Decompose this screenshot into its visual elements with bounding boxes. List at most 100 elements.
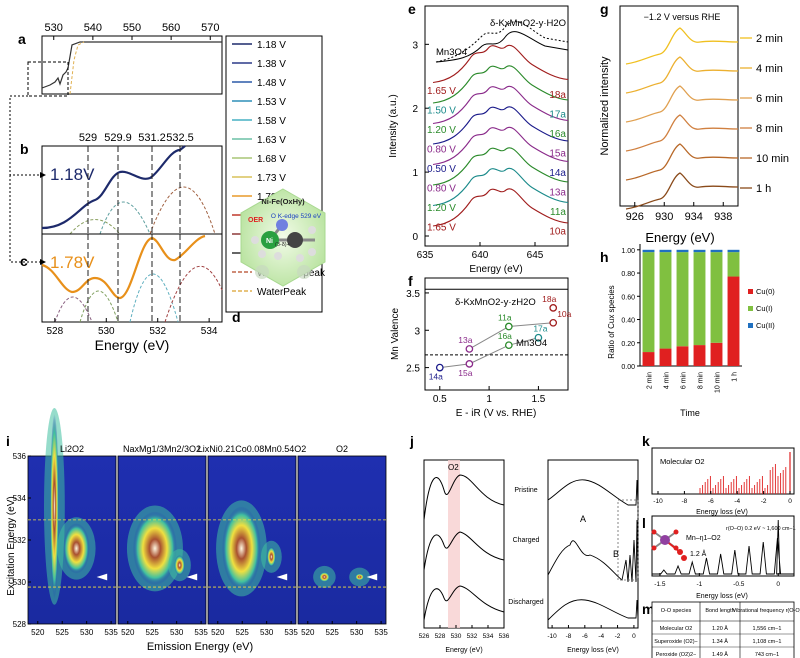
panel-l-molecule: [651, 529, 687, 561]
tick-label: -4: [734, 498, 740, 505]
panel-a-arrow-b: [40, 172, 46, 178]
heatmap-hotspot: [63, 523, 90, 574]
bar-segment: [710, 249, 723, 253]
panel-j-band-label: O2: [448, 463, 459, 472]
tick-label: 930: [655, 211, 673, 223]
panel-f-frame: [424, 277, 569, 391]
panel-g-ylabel: Normalized intensity: [599, 56, 611, 156]
legend-label: 4 min: [756, 63, 783, 75]
bar-segment: [693, 249, 706, 253]
series-label: 0.50 V: [427, 164, 456, 175]
panel-b-label: 1.18V: [50, 165, 95, 184]
spectrum-curve: [625, 172, 739, 210]
data-label: 18a: [542, 294, 556, 304]
tick-label: 532: [467, 633, 478, 640]
tick-label: 530: [13, 578, 27, 587]
reference-curve: [435, 31, 569, 63]
series-label: 11a: [550, 207, 566, 218]
arrow-marker: [96, 573, 108, 581]
panel-e-axes: 635 640 645 0 1 2 3: [412, 40, 543, 261]
tick-label: 640: [472, 250, 489, 261]
table-cell: 1.34 Å: [712, 638, 728, 645]
tick-label: -6: [582, 633, 588, 640]
tick-label: 534: [13, 494, 27, 503]
panel-j-peak-a: A: [580, 514, 586, 524]
panel-b-vlines: [87, 146, 181, 234]
tick-label: 3: [412, 40, 418, 51]
series-label: 18a: [549, 90, 566, 101]
data-label: 17a: [533, 324, 547, 334]
panel-g-labels: 2 min 4 min 6 min 8 min 10 min 1 h: [740, 33, 789, 195]
arrow-marker: [276, 573, 288, 581]
panel-l-bond: 1.2 Å: [690, 549, 707, 558]
panel-i-heatmaps: Li2O2 520 525 530 535 NaxMg1/3Mn2/3O2 520 525 53…: [13, 408, 388, 637]
tick-label: 525: [326, 628, 340, 637]
heatmap-hotspot: [50, 414, 59, 599]
tick-label: 0.60: [621, 294, 635, 301]
data-label: 11a: [498, 313, 512, 323]
series-label: 10a: [549, 227, 566, 238]
series-label: 1.65 V: [427, 86, 456, 97]
legend-label: 1.58 V: [257, 116, 286, 127]
panel-j-xlabel: Energy (eV): [445, 647, 482, 654]
panel-letter-l: l: [642, 515, 646, 531]
data-label: 15a: [458, 368, 472, 378]
legend-label: Cu(0): [756, 287, 775, 296]
tick-label: 520: [121, 628, 135, 637]
panel-g-title: −1.2 V versus RHE: [644, 12, 721, 22]
tick-label: -1.5: [654, 581, 666, 588]
tick-label: 534: [201, 326, 218, 337]
tick-label: 530: [451, 633, 462, 640]
subpanel-title: O2: [336, 444, 348, 454]
tick-label: 3.5: [406, 289, 420, 300]
panel-i-xlabel: Emission Energy (eV): [147, 641, 253, 653]
panel-j-row-labels: Pristine Charged Discharged: [508, 487, 544, 606]
panel-a-arrow-c: [40, 259, 46, 265]
tick-label: 525: [146, 628, 160, 637]
tick-label: -8: [566, 633, 572, 640]
data-label: 14a: [429, 372, 443, 382]
panel-letter-f: f: [408, 273, 413, 289]
panel-f: f 0.5 1 1.5 2.5 3 3.5 14a 15a 16a 17a 13a 11a 10a18…: [390, 273, 572, 419]
tick-label: 535: [374, 628, 388, 637]
tick-label: 0: [788, 498, 792, 505]
table-cell: 743 cm−1: [755, 652, 779, 658]
panel-h-ylabel: Ratio of Cux species: [607, 285, 616, 358]
legend-label: 10 min: [756, 153, 789, 165]
tick-label: 570: [201, 22, 219, 34]
panel-d-molecule: [251, 219, 316, 279]
bar-segment: [727, 249, 740, 253]
panel-a-zoom-link-c: [9, 175, 40, 263]
table-cell: 1.20 Å: [712, 625, 728, 632]
series-label: 1.20 V: [427, 203, 456, 214]
panel-c-x-ticks: 528 530 532 534: [47, 318, 218, 337]
spectrum-curve: [625, 114, 739, 152]
bar-segment: [642, 252, 655, 353]
bar-segment: [676, 249, 689, 253]
table-header: Vibrational frequency r(O-O): [733, 608, 800, 614]
tick-label: 0: [632, 633, 636, 640]
panel-j-xas-discharged: [423, 585, 505, 621]
panel-k-spikes: [699, 452, 791, 494]
panel-i: i Li2O2 520 525 530 535 NaxMg1/3Mn2/3O2 520 525…: [6, 408, 388, 653]
data-point: [549, 318, 558, 327]
table-header: O-O species: [661, 608, 692, 614]
legend-swatch: [748, 289, 753, 294]
series-label: 1.65 V: [427, 223, 456, 234]
row-label: Pristine: [514, 487, 537, 494]
panel-c: c 1.78V 528 530 532 534 Energy (eV): [20, 233, 223, 353]
panel-e-ref-2: Mn3O4: [436, 47, 467, 58]
tick-label: 536: [13, 452, 27, 461]
panel-f-xlabel: E - iR (V vs. RHE): [456, 408, 537, 419]
panel-c-gauss-3: [129, 273, 179, 323]
panel-j-right-xlabel: Energy loss (eV): [567, 647, 619, 654]
panel-g: g −1.2 V versus RHE 2 min 4 min 6 min 8 min…: [599, 1, 789, 245]
bar-segment: [642, 352, 655, 366]
data-point: [534, 333, 543, 342]
arrow-marker: [186, 573, 198, 581]
tick-label: 532: [149, 326, 166, 337]
legend-label: 1.68 V: [257, 154, 286, 165]
legend-label: Cu(I): [756, 304, 773, 313]
panel-c-frame: [41, 233, 223, 323]
tick-label: 528: [13, 620, 27, 629]
